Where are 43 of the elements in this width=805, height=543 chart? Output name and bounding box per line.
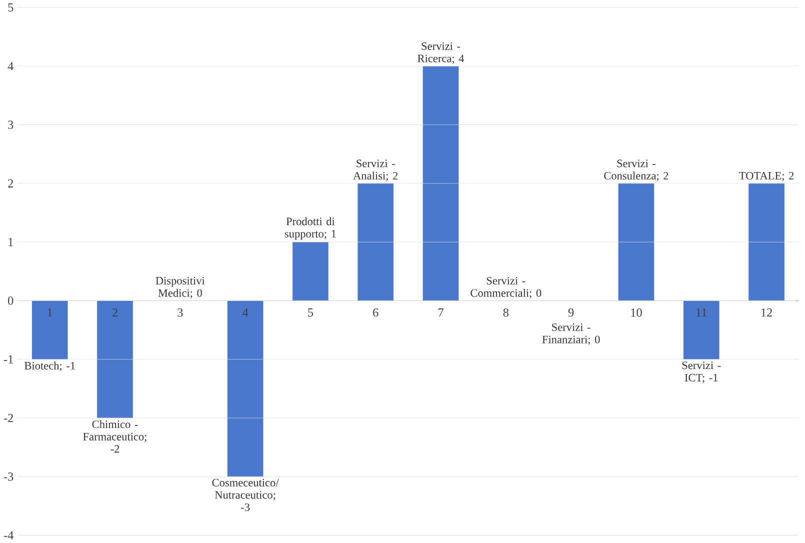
data-label: Servizi - Consulenza; 2 — [604, 160, 668, 182]
data-label: Dispositivi Medici; 0 — [156, 277, 205, 299]
y-tick-label: -4 — [4, 531, 14, 540]
data-label: Biotech; -1 — [24, 362, 75, 372]
y-tick-label: -3 — [4, 472, 14, 481]
bar — [32, 300, 68, 360]
y-tick-label: 0 — [8, 296, 14, 305]
y-tick-label: 3 — [8, 120, 14, 130]
bar — [748, 184, 784, 301]
x-tick-label: 9 — [568, 308, 574, 317]
y-tick-label: 1 — [8, 238, 13, 246]
x-tick-label: 10 — [631, 308, 642, 317]
data-label: Servizi - Commerciali; 0 — [470, 277, 542, 299]
data-label: Servizi - Finanziari; 0 — [542, 324, 600, 346]
x-tick-label: 6 — [373, 308, 378, 317]
x-tick-label: 3 — [178, 308, 183, 317]
bar — [97, 300, 133, 418]
bar — [292, 242, 328, 301]
data-label: Prodotti di supporto; 1 — [284, 217, 336, 240]
y-tick-label: -1 — [4, 355, 13, 364]
x-tick-label: 1 — [48, 308, 52, 317]
bar — [358, 184, 394, 301]
bar — [618, 184, 654, 301]
data-label: Servizi - ICT; -1 — [682, 362, 721, 384]
data-label: Chimico - Farmaceutico; -2 — [83, 420, 146, 453]
x-tick-label: 7 — [438, 308, 444, 317]
y-tick-label: 5 — [8, 4, 14, 12]
x-tick-label: 2 — [112, 308, 118, 317]
x-tick-label: 4 — [242, 308, 248, 317]
bar — [422, 66, 459, 301]
bar — [683, 300, 720, 360]
x-tick-label: 11 — [696, 308, 707, 317]
bar — [227, 300, 264, 477]
data-label: TOTALE; 2 — [739, 172, 794, 182]
x-tick-label: 12 — [761, 308, 772, 317]
data-label: Servizi - Ricerca; 4 — [418, 42, 464, 64]
x-tick-label: 5 — [308, 308, 314, 317]
y-tick-label: 4 — [8, 62, 14, 70]
y-tick-label: 2 — [8, 179, 13, 188]
data-label: Cosmeceutico/Nutraceutico; -3 — [212, 479, 279, 512]
data-label: Servizi - Analisi; 2 — [353, 160, 398, 182]
y-tick-label: -2 — [4, 414, 13, 422]
x-tick-label: 8 — [503, 308, 509, 317]
